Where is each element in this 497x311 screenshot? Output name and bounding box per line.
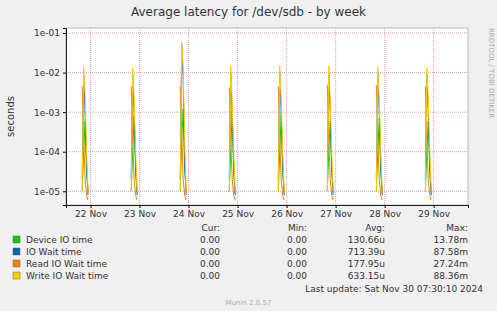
x-tick-label: 26 Nov [271,209,304,219]
x-tick: 26 Nov [271,205,304,219]
x-tick-label: 22 Nov [75,209,108,219]
legend-swatch [13,272,20,279]
y-tick: 1e-04 [34,147,66,157]
x-tick: 28 Nov [369,205,402,219]
x-tick-mark [287,205,288,208]
x-tick: 25 Nov [222,205,255,219]
y-tick-mark [63,152,66,153]
y-axis-title: seconds [5,96,16,137]
legend-stat: 0.00 [287,271,307,281]
footer: Last update: Sat Nov 30 07:30:10 2024 [305,284,483,294]
series-group [82,42,431,200]
legend-stat: 177.95u [348,259,385,269]
plot-frame [66,28,468,205]
x-tick: 23 Nov [124,205,157,219]
series-line [82,42,431,191]
x-grid-line [286,28,287,205]
y-grid-line [66,191,468,192]
legend-stat: 0.00 [200,247,220,257]
legend-header: Avg: [365,223,385,233]
y-grid-line [66,72,468,73]
x-tick-mark [140,205,141,208]
chart: 1e-05 1e-04 1e-03 1e-02 1e-01 22 Nov 23 Nov 24 … [0,0,497,311]
x-tick-mark [238,205,239,208]
x-tick-label: 23 Nov [124,209,157,219]
x-grid-line [139,28,140,205]
x-tick: 27 Nov [320,205,353,219]
y-tick: 1e-03 [34,108,66,118]
x-grid-line [433,28,434,205]
y-tick: 1e-01 [34,28,66,38]
legend-swatch [13,260,20,267]
x-grid-line [335,28,336,205]
x-tick-mark [189,205,190,208]
y-tick: 1e-05 [34,187,66,197]
y-grid-line [66,33,468,34]
y-axis: 1e-05 1e-04 1e-03 1e-02 1e-01 [34,28,66,205]
legend-header: Min: [288,223,307,233]
legend-stat: 0.00 [200,235,220,245]
legend-header: Cur: [201,223,220,233]
legend-stat: 633.15u [348,271,385,281]
x-grid-line [384,28,385,205]
legend-stat: 13.78m [433,235,468,245]
x-tick-label: 28 Nov [369,209,402,219]
y-tick: 1e-02 [34,68,66,78]
legend-stat: 88.36m [433,271,468,281]
y-tick-mark [63,112,66,113]
grid [66,28,468,205]
y-tick-label: 1e-01 [34,28,60,38]
x-tick-mark [91,205,92,208]
background [0,0,497,311]
legend-label: Read IO Wait time [26,259,108,269]
legend-stat: 713.39u [348,247,385,257]
legend-stat: 0.00 [287,235,307,245]
y-tick-mark [63,73,66,74]
y-tick-label: 1e-03 [34,108,60,118]
x-grid-line [237,28,238,205]
x-grid-line [90,28,91,205]
x-tick-mark [385,205,386,208]
legend-header: Max: [446,223,468,233]
legend-swatch [13,248,20,255]
title: Average latency for /dev/sdb - by week [131,5,366,19]
x-grid-line [188,28,189,205]
y-grid-line [66,112,468,113]
legend-label: Write IO Wait time [26,271,109,281]
legend-label: IO Wait time [26,247,82,257]
x-tick-mark [336,205,337,208]
x-axis: 22 Nov 23 Nov 24 Nov 25 Nov 26 Nov 27 Nov 28 N… [67,205,469,219]
legend-stat: 130.66u [348,235,385,245]
y-tick-mark [63,33,66,34]
y-tick-label: 1e-04 [34,147,60,157]
x-tick-label: 29 Nov [418,209,451,219]
x-tick-label: 24 Nov [173,209,206,219]
x-tick-label: 27 Nov [320,209,353,219]
y-tick-mark [63,191,66,192]
watermark: RRDTOOL / TOBI OETIKER [487,28,495,118]
legend-stat: 27.24m [433,259,468,269]
x-tick: 29 Nov [418,205,451,219]
version: Munin 2.0.57 [226,299,272,307]
x-tick-mark [434,205,435,208]
legend-stat: 87.58m [433,247,468,257]
x-tick-label: 25 Nov [222,209,255,219]
legend-stat: 0.00 [200,271,220,281]
x-axis-line [67,206,469,209]
y-grid-line [66,151,468,152]
y-tick-label: 1e-05 [34,187,60,197]
legend-stat: 0.00 [287,259,307,269]
x-tick: 24 Nov [173,205,206,219]
legend-swatch [13,236,20,243]
x-tick: 22 Nov [75,205,108,219]
legend-stat: 0.00 [200,259,220,269]
legend-label: Device IO time [26,235,93,245]
y-tick-label: 1e-02 [34,68,60,78]
plot-area [66,28,468,205]
legend-stat: 0.00 [287,247,307,257]
